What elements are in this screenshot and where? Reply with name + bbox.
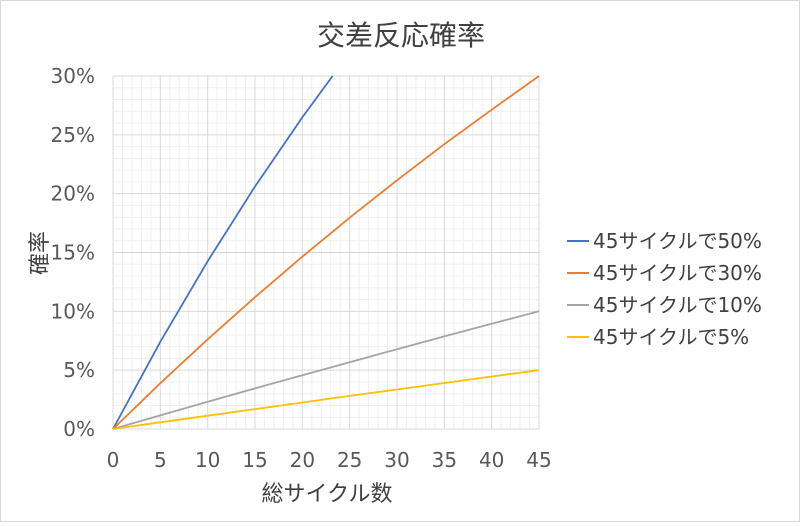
legend-label: 45サイクルで30%: [593, 261, 762, 285]
y-tick-label: 25%: [51, 123, 95, 147]
y-tick-label: 10%: [51, 299, 95, 323]
series-line-4: [112, 369, 540, 430]
x-tick-label: 40: [479, 448, 504, 472]
grid: [112, 75, 540, 430]
legend-label: 45サイクルで50%: [593, 229, 762, 253]
series-line-1: [112, 75, 334, 430]
x-tick-label: 25: [337, 448, 362, 472]
x-tick-label: 30: [384, 448, 409, 472]
x-tick-label: 15: [242, 448, 267, 472]
y-tick-label: 20%: [51, 182, 95, 206]
y-tick-label: 5%: [63, 358, 95, 382]
series-layer: [112, 75, 540, 430]
legend-label: 45サイクルで10%: [593, 293, 762, 317]
x-tick-label: 10: [195, 448, 220, 472]
series-line-2: [112, 75, 540, 430]
legend: 45サイクルで50% 45サイクルで30% 45サイクルで10% 45サイクルで5%: [567, 229, 762, 349]
tick-labels: 0 5 10 15 20 25 30 35 40 45 0% 5% 10% 15% 20% 25% 30%: [51, 64, 552, 472]
y-axis-label: 確率: [28, 231, 53, 275]
x-tick-label: 20: [290, 448, 315, 472]
y-tick-label: 0%: [63, 417, 95, 441]
x-axis-label: 総サイクル数: [262, 482, 393, 507]
x-tick-label: 0: [107, 448, 120, 472]
chart-title: 交差反応確率: [317, 19, 485, 52]
legend-label: 45サイクルで5%: [593, 325, 749, 349]
x-tick-label: 5: [154, 448, 167, 472]
y-tick-label: 15%: [51, 241, 95, 265]
y-tick-label: 30%: [51, 64, 95, 88]
series-line-3: [112, 310, 540, 430]
x-tick-label: 35: [432, 448, 457, 472]
x-tick-label: 45: [526, 448, 551, 472]
